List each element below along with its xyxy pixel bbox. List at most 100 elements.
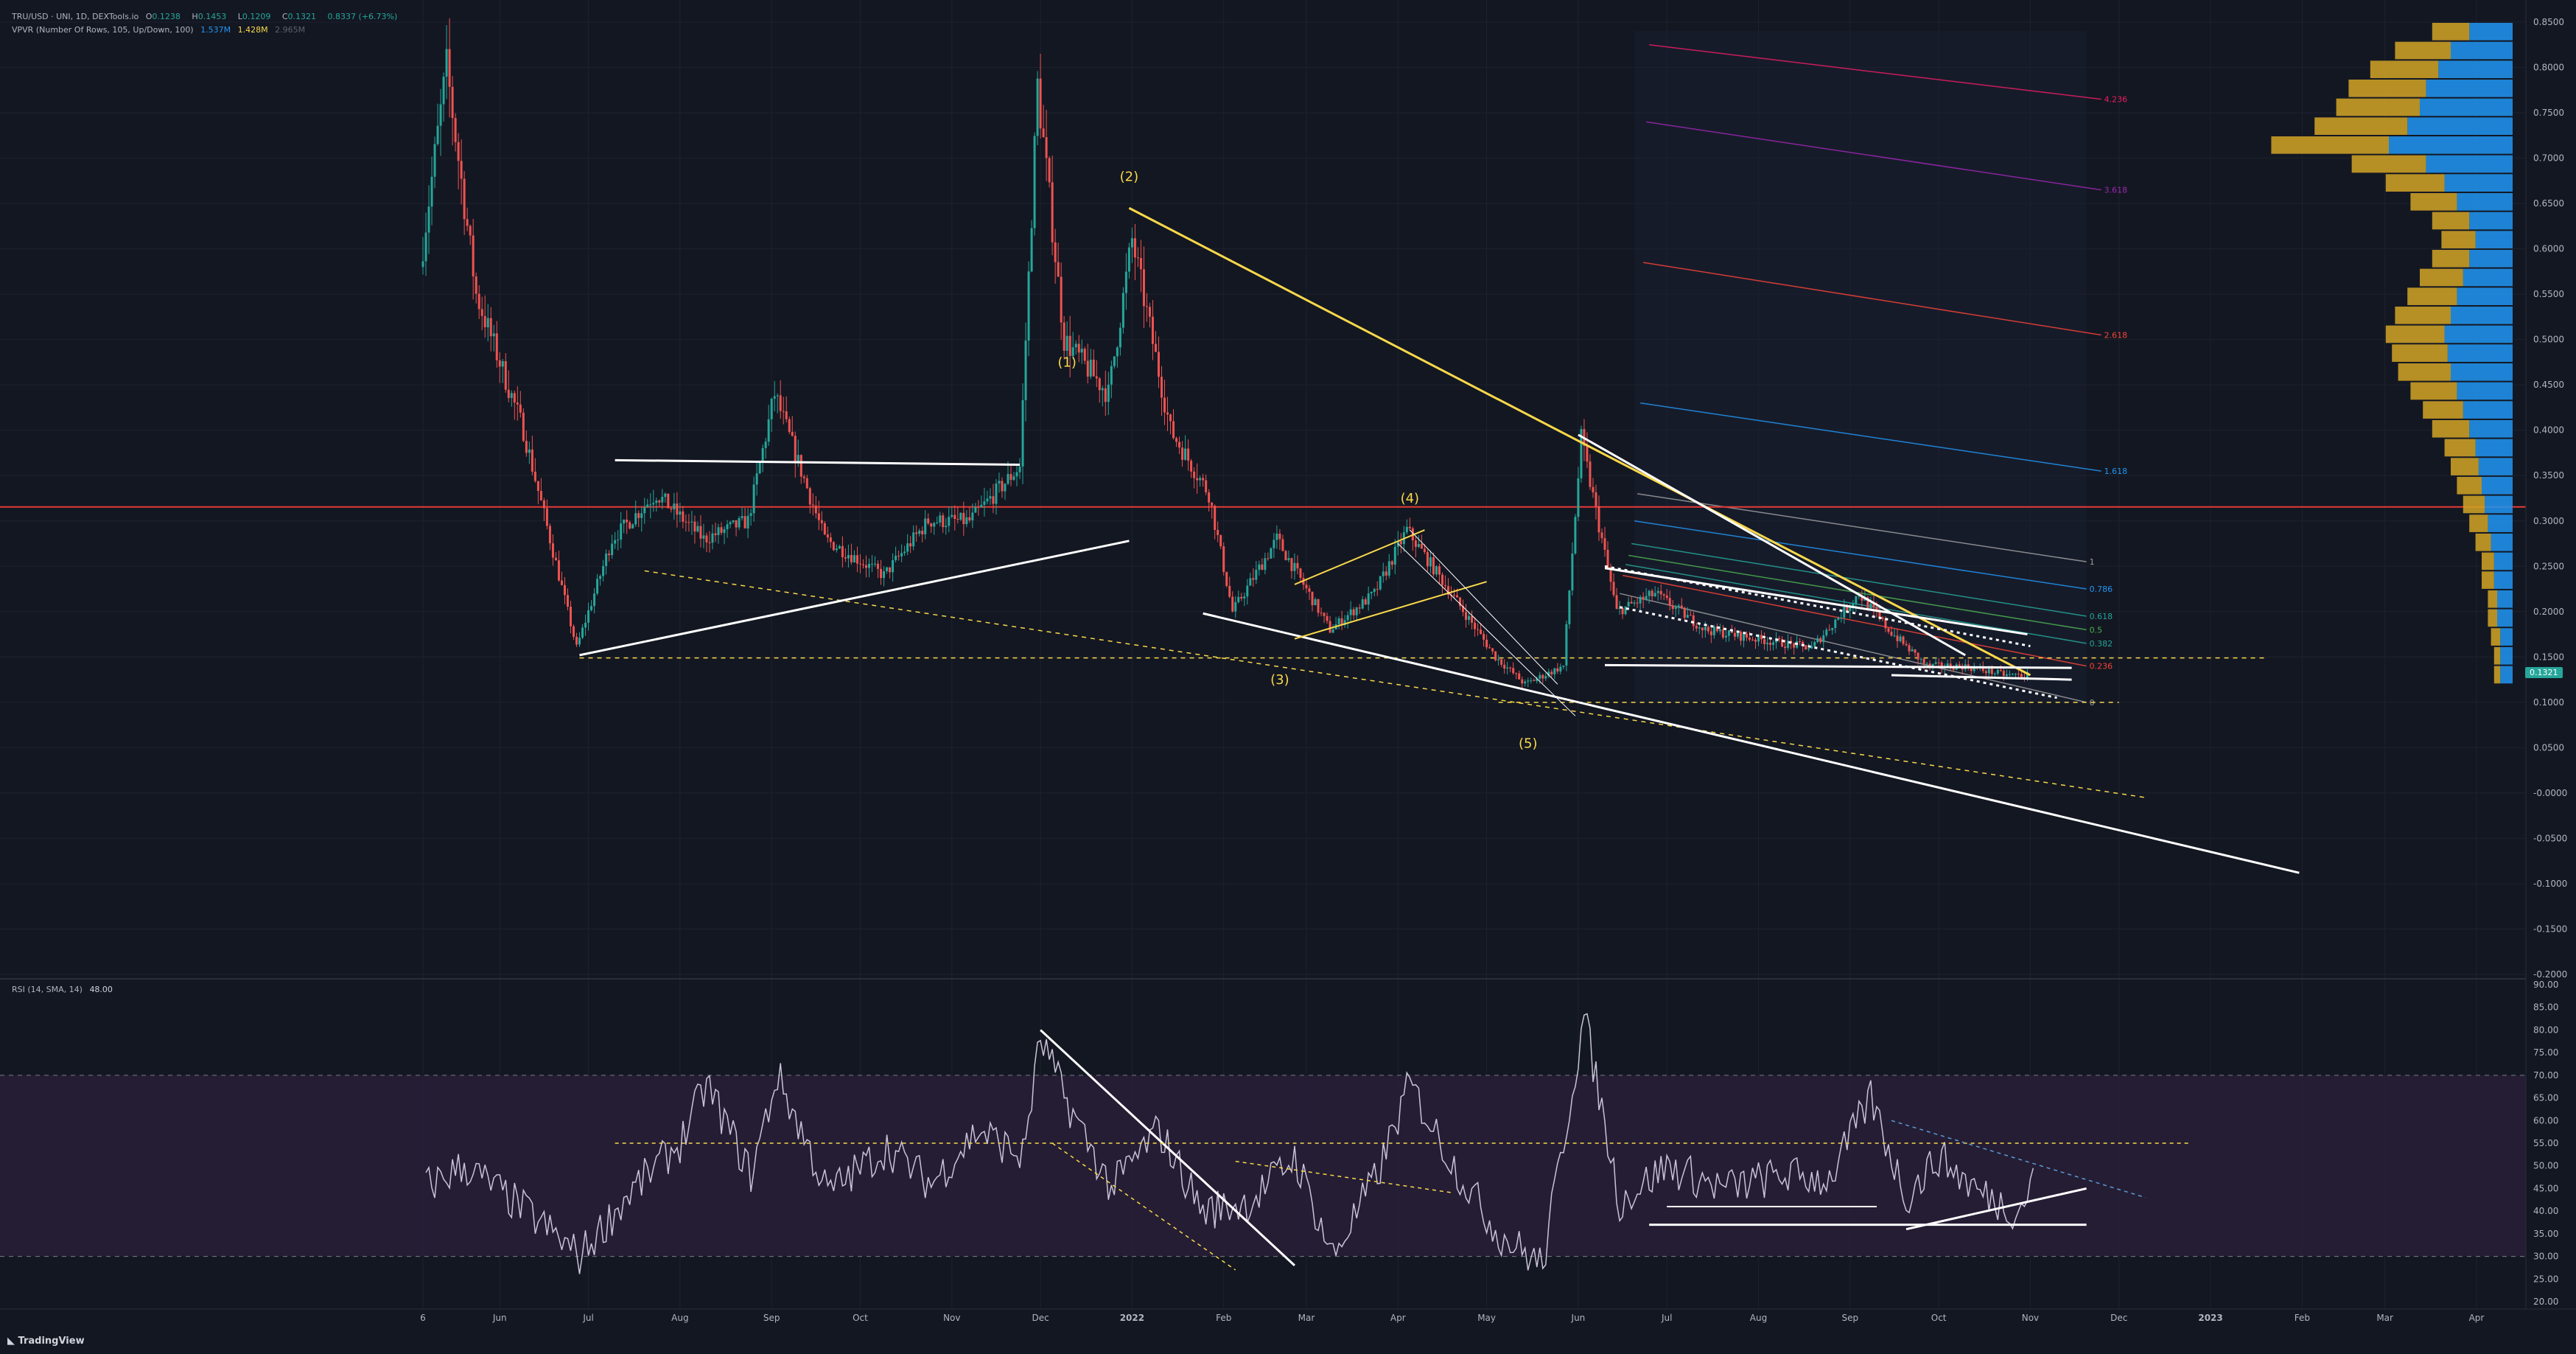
candle-body <box>1296 562 1299 569</box>
candle-body <box>761 447 764 463</box>
candle-body <box>1730 630 1733 633</box>
candle-body <box>614 540 617 544</box>
vp-down-bar <box>2395 306 2451 324</box>
candle-body <box>927 518 930 524</box>
candle-body <box>841 545 844 557</box>
candle-body <box>702 535 705 539</box>
candle-body <box>794 436 797 463</box>
vp-up-bar <box>2420 98 2513 116</box>
candle-body <box>1452 595 1455 596</box>
candle-body <box>1293 562 1296 571</box>
candle-body <box>826 534 829 538</box>
price-axis[interactable]: 0.8500 0.8000 0.7500 0.7000 0.6500 0.6000 0.55… <box>2533 17 2567 980</box>
candle-body <box>1057 262 1060 277</box>
candle-body <box>749 513 752 516</box>
fib-label: 0.618 <box>2090 612 2113 621</box>
fib-extension[interactable]: 4.236 3.618 2.618 1.618 1 0.786 0.618 0.5 0.382 0… <box>1619 31 2127 708</box>
candle-body <box>631 524 634 529</box>
candle-body <box>900 553 903 556</box>
time-tick-label: Aug <box>671 1313 688 1323</box>
vp-down-bar <box>2488 590 2497 608</box>
candlestick-series[interactable] <box>421 18 2029 688</box>
candle-body <box>687 522 690 523</box>
price-tick-label: 0.8500 <box>2533 17 2564 27</box>
fib-line <box>1643 262 2101 336</box>
fib-label: 0.382 <box>2090 639 2113 649</box>
candle-body <box>1813 641 1816 646</box>
fib-line <box>1646 121 2101 191</box>
candle-body <box>2002 671 2005 676</box>
candle-body <box>1317 599 1320 613</box>
rsi-axis[interactable]: 90.00 85.00 80.00 75.00 70.00 65.00 60.00 55.00… <box>2533 980 2558 1307</box>
candle-body <box>853 555 855 562</box>
candle-body <box>883 570 886 579</box>
candle-body <box>492 333 495 337</box>
vpvr-header[interactable]: VPVR (Number Of Rows, 105, Up/Down, 100)… <box>12 25 309 35</box>
candle-body <box>1077 343 1080 353</box>
vpvr-down-volume: 1.428M <box>237 25 268 35</box>
rsi-tick-label: 90.00 <box>2533 980 2558 990</box>
symbol-header: TRU/USD · UNI, 1D, DEXTools.io O0.1238 H… <box>12 12 402 21</box>
candle-body <box>823 523 826 535</box>
candle-body <box>531 449 533 472</box>
candle-body <box>1736 632 1739 637</box>
time-axis[interactable]: 6 Jun Jul Aug Sep Oct Nov Dec 2022 Feb Mar Apr May Ju… <box>420 1313 2484 1323</box>
rsi-trendlines[interactable] <box>615 1029 2190 1271</box>
candle-body <box>2005 674 2008 676</box>
candle-body <box>1399 541 1402 545</box>
candle-body <box>1130 238 1133 248</box>
candle-body <box>513 393 516 403</box>
candle-body <box>1169 414 1172 422</box>
candle-body <box>1373 589 1376 593</box>
candle-body <box>667 493 670 509</box>
candle-body <box>1443 584 1446 587</box>
candle-body <box>1225 571 1228 586</box>
candle-body <box>1781 639 1784 647</box>
candle-body <box>1506 667 1509 669</box>
candle-body <box>829 537 832 542</box>
vp-down-bar <box>2451 458 2479 475</box>
vp-up-bar <box>2444 325 2513 343</box>
rsi-header[interactable]: RSI (14, SMA, 14) 48.00 <box>12 985 117 994</box>
candle-body <box>1878 611 1881 618</box>
candle-body <box>1902 636 1905 644</box>
candle-body <box>670 508 673 510</box>
trendlines[interactable] <box>579 206 2300 874</box>
candle-body <box>1639 596 1642 604</box>
time-tick-label: Jun <box>1571 1313 1586 1323</box>
candle-body <box>992 496 995 504</box>
candle-body <box>629 522 631 529</box>
vp-down-bar <box>2395 41 2451 60</box>
fib-line <box>1649 44 2101 100</box>
candle-body <box>451 86 454 119</box>
candle-body <box>634 513 637 525</box>
candle-body <box>1184 448 1187 460</box>
rsi-dashed-channel <box>1051 1142 1236 1271</box>
candle-body <box>516 402 519 405</box>
candle-body <box>2020 674 2023 677</box>
dashed-trendlines[interactable] <box>579 570 2267 798</box>
candle-body <box>945 526 948 528</box>
wave-5-channel-b <box>1397 543 1576 716</box>
candle-body <box>1420 543 1423 549</box>
vp-down-bar <box>2432 212 2470 230</box>
candle-body <box>1928 663 1931 666</box>
candle-body <box>587 610 590 623</box>
upper-channel-line <box>1604 567 2028 636</box>
candle-body <box>1252 578 1255 580</box>
rsi-tick-label: 70.00 <box>2533 1070 2558 1081</box>
candle-body <box>1914 649 1917 653</box>
tradingview-logo[interactable]: ◣ TradingView <box>7 1336 85 1347</box>
vp-down-bar <box>2398 363 2451 381</box>
ohlc-open: O0.1238 <box>145 12 181 21</box>
symbol-label[interactable]: TRU/USD · UNI, 1D, DEXTools.io <box>12 12 139 21</box>
candle-body <box>1881 617 1884 619</box>
candle-body <box>720 527 723 533</box>
candle-body <box>557 560 560 581</box>
time-tick-label: Apr <box>1390 1313 1406 1323</box>
candle-body <box>817 513 820 520</box>
wave-5-channel-a <box>1409 529 1558 685</box>
candle-body <box>714 533 717 536</box>
volume-profile[interactable] <box>2271 23 2513 684</box>
